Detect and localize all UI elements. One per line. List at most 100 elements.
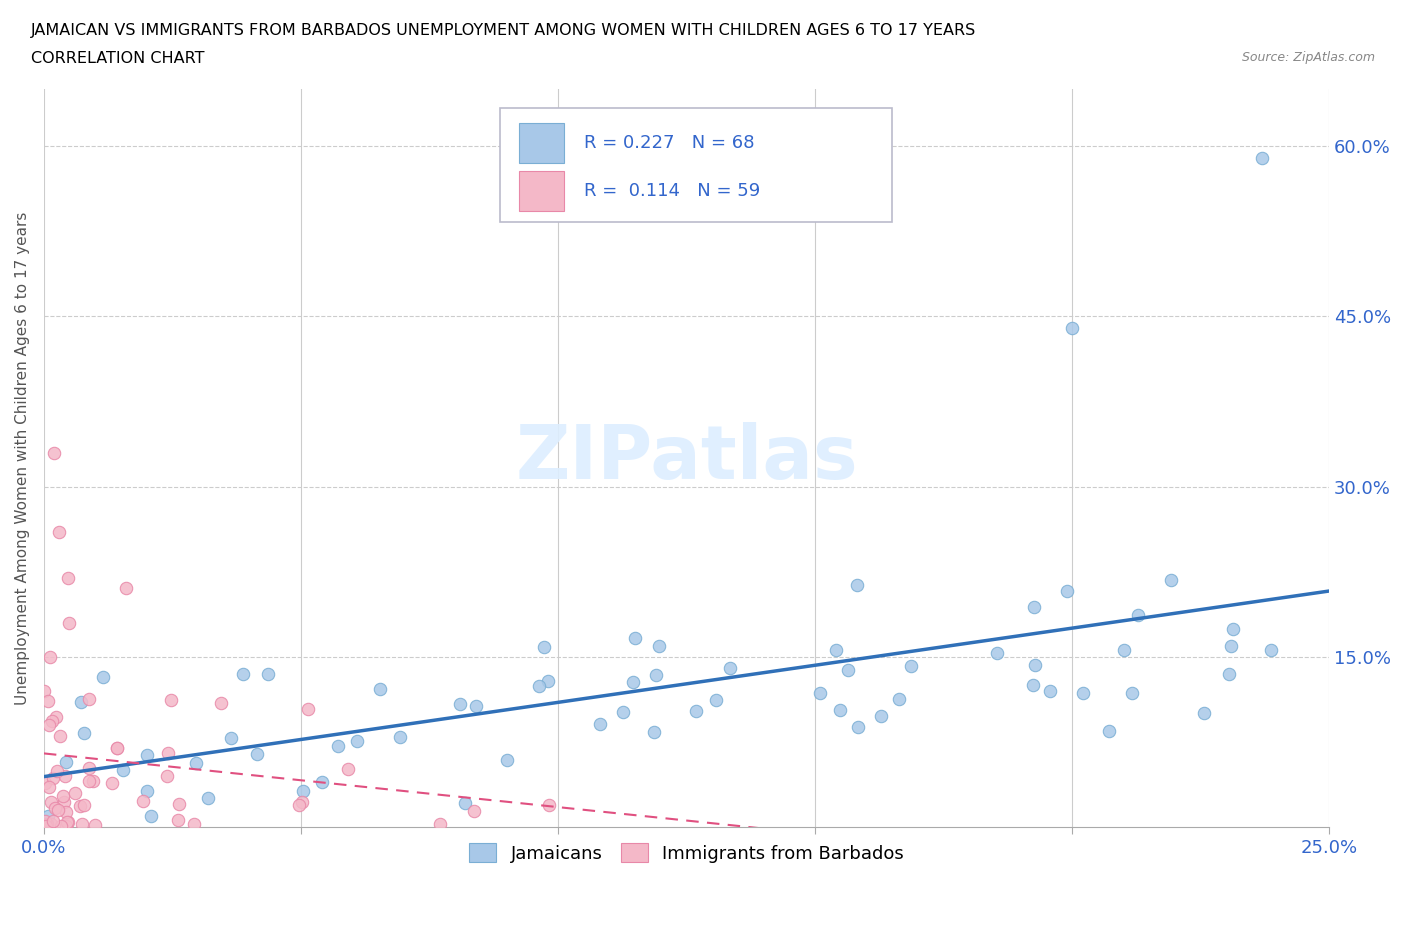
Point [297, 701, 319, 716]
Bar [519, 170, 564, 211]
Point [46, 803, 69, 817]
Point [32, 684, 55, 698]
Point [38, 779, 60, 794]
Point [368, 682, 391, 697]
Point [35, 818, 58, 833]
Point [135, 783, 157, 798]
Point [837, 663, 859, 678]
Point [328, 738, 350, 753]
Point [69, 799, 91, 814]
Point [346, 734, 368, 749]
Point [808, 685, 831, 700]
Point [35, 817, 58, 831]
Point [53, 769, 76, 784]
Point [1260, 643, 1282, 658]
Point [41, 713, 63, 728]
Point [38, 718, 60, 733]
Point [52, 789, 75, 804]
Point [55, 818, 77, 833]
Point [1160, 573, 1182, 588]
Point [537, 674, 560, 689]
Point [828, 703, 851, 718]
Point [209, 695, 232, 710]
Point [1024, 600, 1046, 615]
Point [232, 666, 254, 681]
Y-axis label: Unemployment Among Women with Children Ages 6 to 17 years: Unemployment Among Women with Children A… [15, 212, 30, 705]
Point [34, 776, 56, 790]
Point [1194, 705, 1216, 720]
Point [42, 814, 65, 829]
Text: R =  0.114   N = 59: R = 0.114 N = 59 [583, 182, 759, 200]
Point [1219, 639, 1241, 654]
Text: R = 0.227   N = 68: R = 0.227 N = 68 [583, 134, 754, 153]
Point [55, 754, 77, 769]
Point [46, 764, 69, 778]
Point [160, 693, 183, 708]
Point [45, 709, 67, 724]
Point [77, 773, 100, 788]
Point [70, 695, 93, 710]
Point [621, 675, 644, 690]
Point [73, 725, 96, 740]
Point [101, 776, 124, 790]
Point [105, 740, 128, 755]
Point [463, 804, 485, 819]
Point [337, 762, 360, 777]
Bar [519, 123, 564, 163]
Point [44, 445, 66, 460]
Point [48, 525, 70, 539]
Point [156, 768, 179, 783]
Point [887, 692, 910, 707]
Point [39, 795, 62, 810]
Point [48, 729, 70, 744]
Point [846, 719, 869, 734]
Point [648, 639, 671, 654]
Point [34, 814, 56, 829]
Point [1218, 667, 1240, 682]
Point [111, 763, 134, 777]
Point [429, 817, 451, 831]
Point [135, 748, 157, 763]
Point [56, 815, 79, 830]
Point [139, 808, 162, 823]
Point [114, 580, 136, 595]
Point [454, 795, 477, 810]
Point [77, 692, 100, 707]
Legend: Jamaicans, Immigrants from Barbados: Jamaicans, Immigrants from Barbados [461, 836, 911, 870]
Point [291, 794, 314, 809]
Point [1112, 643, 1135, 658]
Point [533, 640, 555, 655]
Point [1022, 678, 1045, 693]
Point [718, 660, 741, 675]
Point [1056, 583, 1078, 598]
Point [77, 761, 100, 776]
Point [56, 815, 79, 830]
Point [643, 724, 665, 739]
Point [37, 808, 59, 823]
Point [70, 817, 93, 831]
Point [685, 703, 707, 718]
Point [388, 729, 411, 744]
Text: JAMAICAN VS IMMIGRANTS FROM BARBADOS UNEMPLOYMENT AMONG WOMEN WITH CHILDREN AGES: JAMAICAN VS IMMIGRANTS FROM BARBADOS UNE… [31, 23, 976, 38]
Point [288, 797, 311, 812]
Point [183, 817, 205, 831]
Point [845, 578, 868, 592]
Point [704, 693, 727, 708]
Point [1024, 658, 1046, 672]
Point [44, 801, 66, 816]
Point [529, 678, 551, 693]
Point [495, 753, 517, 768]
Point [464, 698, 486, 713]
Point [156, 745, 179, 760]
Point [986, 645, 1008, 660]
Point [1098, 724, 1121, 738]
Point [825, 643, 848, 658]
Point [291, 783, 314, 798]
Point [55, 804, 77, 819]
Point [132, 793, 155, 808]
Point [870, 709, 893, 724]
Point [1073, 685, 1095, 700]
Point [219, 730, 242, 745]
Point [449, 697, 471, 711]
Point [1222, 621, 1244, 636]
